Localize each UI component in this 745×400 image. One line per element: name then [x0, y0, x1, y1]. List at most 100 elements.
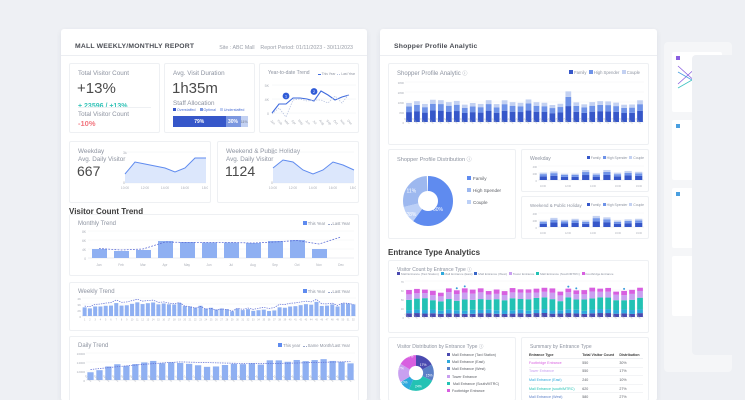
- svg-text:18:00: 18:00: [202, 186, 208, 190]
- svg-text:25: 25: [210, 319, 213, 322]
- svg-text:18: 18: [173, 319, 176, 322]
- svg-text:19:00: 19:00: [636, 185, 643, 188]
- svg-text:3K: 3K: [77, 303, 81, 307]
- svg-text:17%: 17%: [397, 366, 404, 370]
- svg-text:18:00: 18:00: [350, 186, 356, 190]
- svg-text:2: 2: [313, 90, 315, 94]
- svg-text:12: 12: [141, 319, 144, 322]
- svg-text:400: 400: [533, 212, 538, 216]
- svg-text:10: 10: [131, 319, 134, 322]
- svg-text:48: 48: [331, 319, 334, 322]
- svg-text:3800: 3800: [398, 81, 405, 85]
- svg-text:8K: 8K: [82, 230, 87, 234]
- svg-text:0: 0: [403, 316, 405, 320]
- svg-text:0: 0: [123, 181, 125, 185]
- svg-text:Sep: Sep: [325, 119, 332, 126]
- svg-text:17%: 17%: [407, 355, 414, 359]
- svg-text:14:00: 14:00: [309, 186, 317, 190]
- svg-text:14:00: 14:00: [590, 232, 597, 235]
- svg-text:0: 0: [402, 121, 404, 125]
- svg-text:2K: 2K: [77, 309, 81, 313]
- svg-text:33: 33: [252, 319, 255, 322]
- svg-text:2800: 2800: [398, 91, 405, 95]
- svg-text:10:00: 10:00: [269, 186, 277, 190]
- svg-text:50: 50: [341, 319, 344, 322]
- svg-text:38: 38: [278, 319, 281, 322]
- svg-text:6: 6: [110, 319, 112, 322]
- svg-text:Jul: Jul: [229, 263, 233, 267]
- svg-text:3k: 3k: [271, 151, 275, 155]
- svg-text:15%: 15%: [426, 374, 433, 378]
- svg-text:10%: 10%: [401, 381, 408, 385]
- svg-text:12:00: 12:00: [565, 232, 572, 235]
- svg-text:9: 9: [126, 319, 128, 322]
- svg-text:2: 2: [89, 319, 91, 322]
- svg-text:14000: 14000: [77, 361, 86, 365]
- svg-text:11%: 11%: [407, 189, 417, 195]
- svg-text:16:00: 16:00: [329, 186, 337, 190]
- svg-text:24: 24: [204, 319, 207, 322]
- svg-text:16:00: 16:00: [615, 232, 622, 235]
- svg-text:6K: 6K: [82, 239, 87, 243]
- svg-text:Apr: Apr: [163, 263, 169, 267]
- svg-text:4K: 4K: [77, 297, 81, 301]
- svg-text:17: 17: [168, 319, 171, 322]
- svg-text:37: 37: [273, 319, 276, 322]
- svg-text:Sep: Sep: [272, 263, 278, 267]
- svg-text:0: 0: [536, 226, 538, 230]
- svg-text:52: 52: [352, 319, 355, 322]
- svg-text:28%: 28%: [406, 212, 417, 218]
- svg-text:0: 0: [536, 179, 538, 183]
- svg-text:Oct: Oct: [295, 263, 300, 267]
- svg-text:800: 800: [399, 111, 404, 115]
- svg-text:16000: 16000: [77, 352, 86, 356]
- svg-text:44: 44: [310, 319, 313, 322]
- svg-text:29: 29: [231, 319, 234, 322]
- svg-text:12:00: 12:00: [141, 186, 149, 190]
- svg-text:4K: 4K: [265, 98, 270, 102]
- svg-text:24%: 24%: [415, 384, 422, 388]
- svg-text:Jan: Jan: [96, 263, 101, 267]
- svg-text:16: 16: [162, 319, 165, 322]
- svg-text:400: 400: [533, 165, 538, 169]
- svg-text:May: May: [184, 263, 190, 267]
- svg-text:Oct: Oct: [332, 119, 339, 126]
- svg-text:16:00: 16:00: [181, 186, 189, 190]
- svg-text:14:00: 14:00: [161, 186, 169, 190]
- svg-text:200: 200: [533, 172, 538, 176]
- svg-text:1: 1: [84, 319, 86, 322]
- svg-text:12:00: 12:00: [565, 185, 572, 188]
- svg-text:15: 15: [157, 319, 160, 322]
- svg-text:36: 36: [268, 319, 271, 322]
- svg-text:Jan: Jan: [269, 119, 276, 126]
- svg-text:6K: 6K: [401, 289, 404, 293]
- svg-text:42: 42: [299, 319, 302, 322]
- svg-text:20: 20: [183, 319, 186, 322]
- svg-text:27: 27: [220, 319, 223, 322]
- svg-text:Apr: Apr: [290, 119, 297, 126]
- svg-text:0: 0: [79, 315, 81, 319]
- svg-text:7K: 7K: [401, 280, 404, 284]
- svg-text:12000: 12000: [77, 370, 86, 374]
- svg-text:Jun: Jun: [206, 263, 211, 267]
- svg-text:5K: 5K: [265, 84, 270, 88]
- svg-text:13: 13: [147, 319, 150, 322]
- svg-text:14: 14: [152, 319, 155, 322]
- svg-text:3: 3: [94, 319, 96, 322]
- svg-text:0: 0: [83, 379, 85, 383]
- svg-text:Nov: Nov: [316, 263, 322, 267]
- svg-text:Aug: Aug: [250, 263, 256, 267]
- svg-text:Nov: Nov: [339, 119, 346, 126]
- svg-text:45: 45: [315, 319, 318, 322]
- svg-text:16:00: 16:00: [615, 185, 622, 188]
- svg-text:35: 35: [262, 319, 265, 322]
- svg-text:28: 28: [226, 319, 229, 322]
- svg-text:Feb: Feb: [276, 119, 283, 126]
- svg-text:39: 39: [284, 319, 287, 322]
- svg-text:46: 46: [320, 319, 323, 322]
- svg-text:60%: 60%: [433, 207, 444, 213]
- svg-text:40: 40: [289, 319, 292, 322]
- svg-text:30: 30: [236, 319, 239, 322]
- svg-text:10:00: 10:00: [540, 185, 547, 188]
- svg-text:21: 21: [189, 319, 192, 322]
